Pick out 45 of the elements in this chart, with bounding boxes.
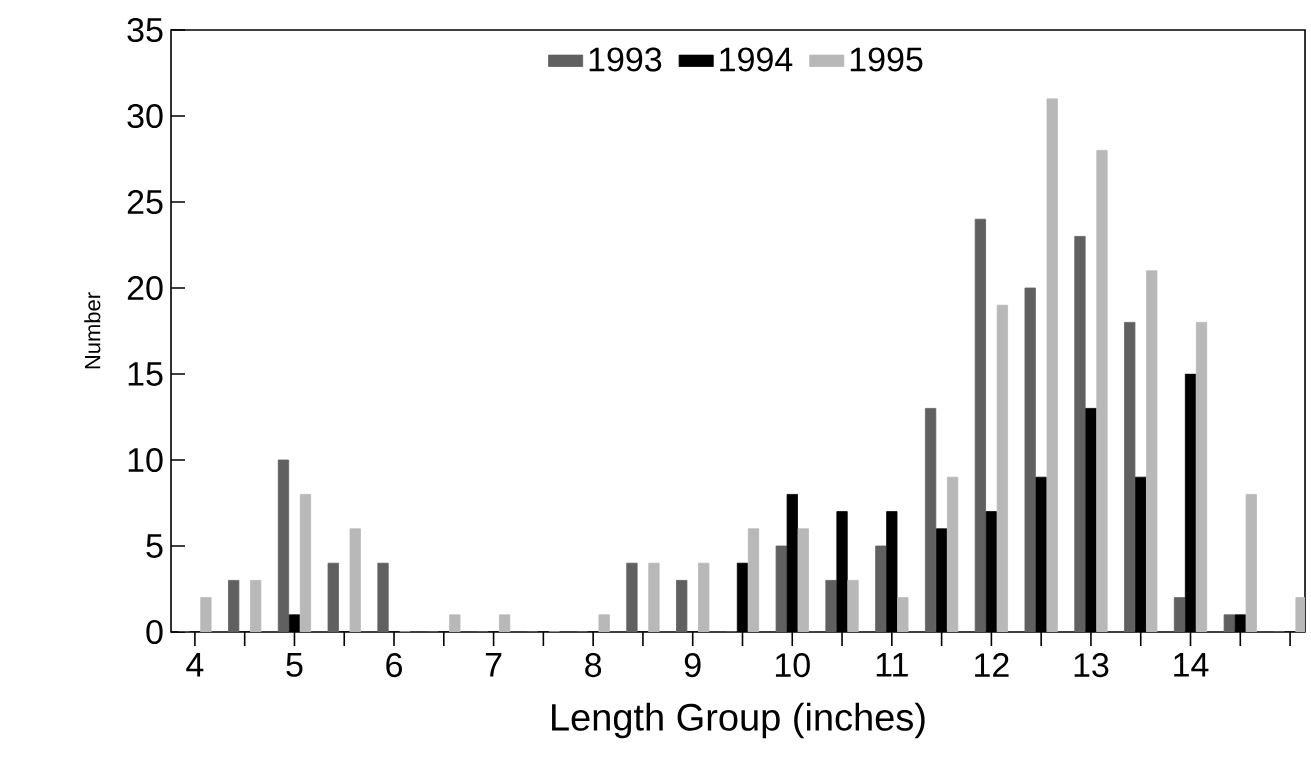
y-tick-label: 25 (127, 189, 163, 215)
x-tick-label: 6 (386, 653, 402, 678)
legend-label: 1995 (850, 47, 923, 72)
x-tick-label: 14 (1174, 653, 1209, 677)
bar (897, 597, 909, 632)
bar (698, 562, 710, 632)
x-tick-label: 9 (684, 653, 701, 678)
y-tick-label: 30 (127, 103, 163, 129)
bar (648, 562, 660, 632)
bar (1046, 98, 1058, 632)
y-tick-label: 5 (146, 534, 163, 558)
x-tick-label: 11 (876, 653, 908, 677)
bar (349, 528, 361, 632)
bar (797, 528, 809, 632)
bar (250, 580, 262, 632)
y-tick-label: 0 (146, 619, 163, 645)
bar (498, 614, 511, 632)
y-tick-label: 20 (127, 275, 163, 301)
bar (1096, 150, 1108, 632)
y-tick-label: 15 (128, 362, 163, 386)
y-tick-label: 10 (128, 447, 163, 473)
bar (996, 304, 1008, 632)
bar (449, 614, 461, 632)
x-tick-label: 13 (1074, 653, 1109, 678)
legend-label: 1994 (720, 47, 793, 72)
x-tick-label: 7 (485, 653, 502, 677)
bar (598, 614, 610, 632)
bar (200, 597, 212, 632)
bar (1195, 322, 1208, 632)
bar (747, 528, 760, 632)
x-tick-label: 8 (585, 653, 602, 678)
bar (1245, 494, 1257, 632)
bar (947, 476, 959, 632)
x-tick-label: 5 (286, 653, 303, 677)
y-tick-label: 35 (127, 17, 163, 43)
x-tick-label: 4 (186, 653, 204, 677)
legend-label: 1993 (589, 47, 662, 72)
bar (299, 494, 312, 632)
bar (847, 580, 859, 632)
x-axis-title: Length Group (inches) (552, 702, 925, 739)
x-tick-label: 12 (975, 653, 1009, 677)
bar (1146, 270, 1158, 632)
bar (1295, 597, 1306, 632)
y-axis-title: Number (84, 292, 101, 369)
x-tick-label: 10 (775, 653, 810, 678)
